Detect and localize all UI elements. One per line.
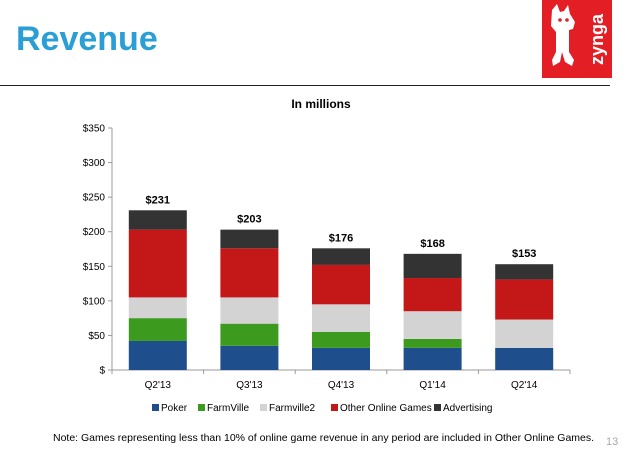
y-tick-label: $100 [83,296,106,307]
bar-segment-other-online-games [495,279,554,320]
y-tick-label: $350 [83,124,106,135]
bar-segment-farmville2 [128,297,187,319]
bar-segment-other-online-games [220,248,279,298]
legend-swatch [260,404,267,411]
legend-label: Farmville2 [269,403,316,414]
y-tick-label: $50 [88,331,105,342]
y-tick-label: $150 [83,262,106,273]
dog-icon [551,4,575,66]
x-axis: Q2'13 Q3'13 Q4'13 Q1'14 Q2'14 [111,369,571,391]
bar-segment-advertising [495,264,554,280]
logo-wordmark: zynga [587,13,607,65]
bar-segment-farmville2 [312,304,370,332]
legend-label: Other Online Games [340,403,432,414]
total-label: $176 [329,232,353,244]
bar-segment-poker [495,347,554,370]
bar-segment-advertising [403,253,462,279]
bar-segment-poker [403,347,462,370]
total-labels: $231 $203 $176 $168 $153 [146,194,537,260]
zynga-logo: zynga [542,0,612,78]
bar-segment-farmville2 [495,319,554,348]
revenue-chart: In millions $ $50 $100 $150 $200 $250 $300 $350… [83,97,571,414]
bar-segment-farmville [220,323,279,346]
x-tick-label: Q1'14 [419,380,446,391]
bar-segment-advertising [220,229,279,249]
y-axis: $ $50 $100 $150 $200 $250 $300 $350 [83,124,113,377]
bar-segment-farmville2 [403,311,462,339]
bar-segment-other-online-games [128,229,187,298]
title-divider [0,85,610,86]
total-label: $153 [512,248,536,260]
legend-swatch [152,404,159,411]
x-tick-label: Q2'14 [511,380,538,391]
chart-title: In millions [291,97,351,111]
bar-segment-other-online-games [312,264,370,305]
bar-segment-poker [220,345,279,370]
slide-title: Revenue [16,20,158,58]
bar-segment-advertising [312,248,370,265]
legend-label: Poker [161,403,188,414]
legend-swatch [198,404,205,411]
bar-segment-other-online-games [403,278,462,312]
legend: Poker FarmVille Farmville2 Other Online Gam… [152,403,492,414]
bar-segment-poker [128,340,187,370]
x-tick-label: Q4'13 [328,380,355,391]
y-tick-label: $300 [83,158,106,169]
bar-segment-farmville2 [220,297,279,324]
y-tick-label: $250 [83,193,106,204]
x-tick-label: Q3'13 [236,380,263,391]
bar-segment-advertising [128,210,187,230]
total-label: $231 [146,194,170,206]
total-label: $168 [420,238,444,250]
legend-swatch [434,404,441,411]
x-tick-label: Q2'13 [145,380,172,391]
legend-label: FarmVille [207,403,249,414]
bar-segment-poker [312,347,370,370]
page-number: 13 [606,436,619,448]
bar-segment-farmville [128,318,187,341]
bars [128,210,554,370]
y-tick-label: $ [99,366,105,377]
bar-segment-farmville [403,338,462,348]
y-tick-label: $200 [83,227,106,238]
bar-segment-farmville [312,331,370,348]
footnote: Note: Games representing less than 10% o… [53,432,595,444]
total-label: $203 [237,214,261,226]
legend-swatch [331,404,338,411]
legend-label: Advertising [443,403,492,414]
